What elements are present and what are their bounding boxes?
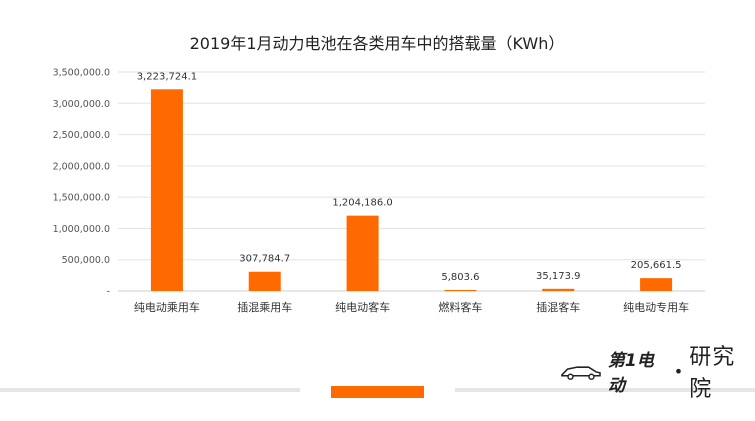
bar [150,89,183,291]
bar [248,271,281,291]
car-icon [561,366,601,380]
footer-divider-right [455,388,755,392]
brand-logo: 第1电动 • 研究院 [560,345,755,402]
y-tick-label: 3,500,000.0 [53,68,110,79]
bar-chart: 2019年1月动力电池在各类用车中的搭载量（KWh） - 500,000.0 1,0… [53,34,705,314]
x-tick-label: 纯电动专用车 [623,300,689,314]
brand-name: 第1电动 [607,351,654,396]
bars [150,89,673,291]
bar [542,288,575,291]
y-tick-label: 3,000,000.0 [53,99,110,110]
gridlines [118,71,705,261]
bar [640,278,673,291]
data-label: 35,173.9 [536,271,581,282]
data-label: 205,661.5 [631,260,682,271]
y-tick-label: 500,000.0 [62,255,110,266]
data-labels: 3,223,724.1 307,784.7 1,204,186.0 5,803.6 35… [137,71,682,283]
data-label: 1,204,186.0 [332,198,392,209]
x-tick-label: 插混客车 [536,300,580,314]
footer-divider-left [0,388,300,392]
x-axis-ticks: 纯电动乘用车 插混乘用车 纯电动客车 燃料客车 插混客车 纯电动专用车 [134,300,689,314]
y-tick-label: 2,500,000.0 [53,130,110,141]
brand-institute: 研究院 [689,345,736,402]
brand-separator: • [673,361,684,381]
data-label: 3,223,724.1 [137,71,197,82]
bar [346,215,379,291]
footer-accent-bar [331,386,424,398]
y-axis-ticks: - 500,000.0 1,000,000.0 1,500,000.0 2,000,00… [53,68,110,298]
x-tick-label: 纯电动客车 [335,300,390,314]
data-label: 307,784.7 [239,254,290,265]
x-tick-label: 纯电动乘用车 [134,300,200,314]
y-tick-label: 2,000,000.0 [53,161,110,172]
x-tick-label: 燃料客车 [438,300,482,314]
y-tick-label: 1,500,000.0 [53,193,110,204]
bar [444,290,477,291]
y-tick-label: 1,000,000.0 [53,224,110,235]
data-label: 5,803.6 [441,272,479,283]
x-tick-label: 插混乘用车 [237,300,292,314]
y-tick-label: - [107,287,110,298]
chart-title: 2019年1月动力电池在各类用车中的搭载量（KWh） [190,34,565,53]
